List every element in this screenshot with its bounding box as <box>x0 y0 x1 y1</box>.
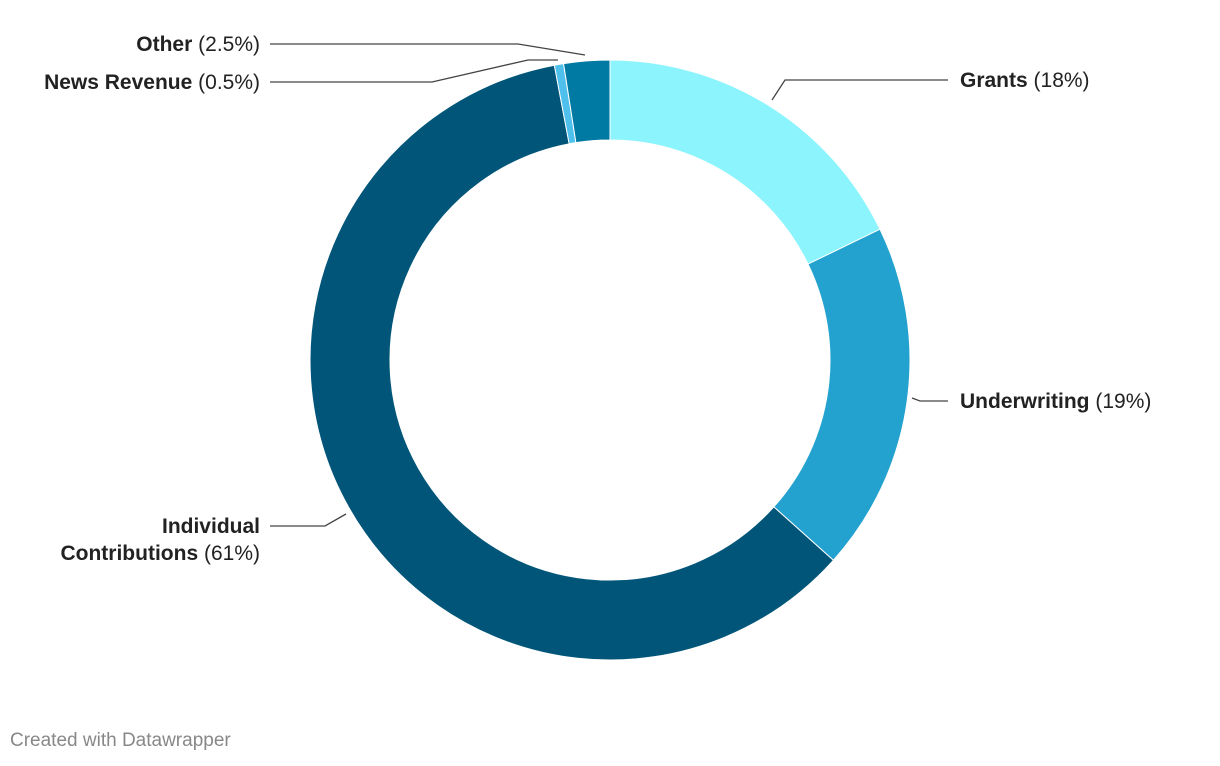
category-name: Underwriting <box>960 390 1090 413</box>
value-label: (19%) <box>1095 390 1152 413</box>
category-name: News Revenue <box>44 71 193 94</box>
category-name: Other <box>136 33 193 56</box>
leader-line <box>911 397 948 402</box>
footer: Created with Datawrapper <box>10 730 231 751</box>
donut-slice <box>309 64 835 661</box>
donut-slice <box>562 59 611 144</box>
slice-label: Individual Contributions (61%) <box>45 513 260 567</box>
slice-label: Underwriting (19%) <box>960 388 1151 415</box>
category-name: Individual Contributions <box>60 515 260 565</box>
leader-line <box>771 79 948 101</box>
slice-label: Grants (18%) <box>960 67 1090 94</box>
slice-label: News Revenue (0.5%) <box>44 69 260 96</box>
donut-slice <box>609 59 881 265</box>
value-label: (61%) <box>203 542 260 565</box>
leader-line <box>270 59 558 83</box>
value-label: (2.5%) <box>198 33 260 56</box>
slice-label: Other (2.5%) <box>136 31 260 58</box>
donut-slice <box>773 228 911 561</box>
category-name: Grants <box>960 69 1028 92</box>
leader-line <box>270 513 347 527</box>
value-label: (0.5%) <box>198 71 260 94</box>
slices <box>309 59 911 661</box>
value-label: (18%) <box>1033 69 1090 92</box>
leader-line <box>270 43 586 56</box>
